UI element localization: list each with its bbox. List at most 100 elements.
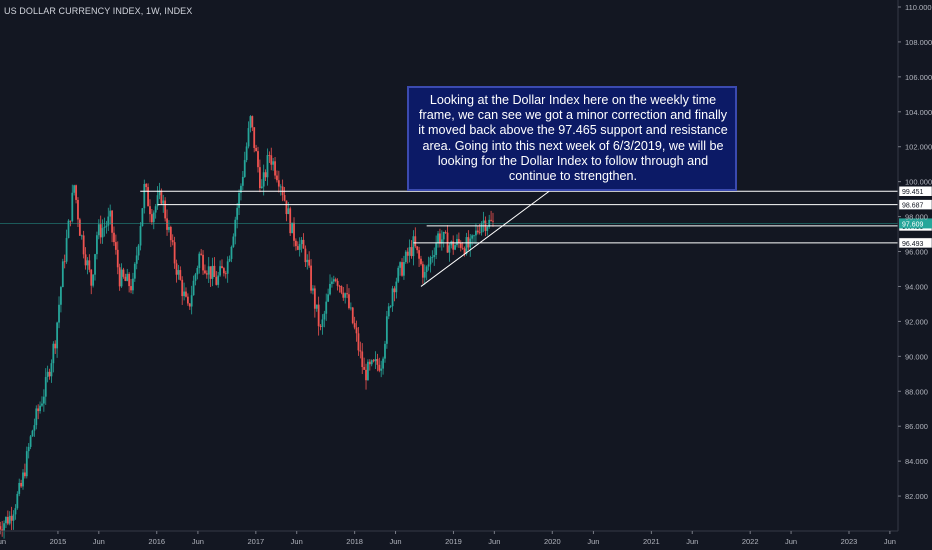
candle-body	[359, 350, 362, 352]
candle-body	[319, 326, 322, 327]
candle-body	[211, 265, 214, 279]
candle-body	[118, 267, 121, 287]
candle-body	[86, 260, 89, 266]
candle-body	[162, 200, 165, 204]
candle-body	[71, 192, 74, 222]
candle-body	[399, 262, 402, 268]
candle-body	[378, 364, 381, 371]
annotation-text-box[interactable]: Looking at the Dollar Index here on the …	[407, 86, 737, 192]
candle-body	[486, 226, 489, 231]
price-tick-label: 98.000	[905, 213, 928, 222]
candle-body	[77, 199, 79, 220]
candle-body	[433, 254, 436, 258]
candle-body	[384, 343, 386, 359]
price-axis[interactable]: 82.000 84.000 86.000 88.000 90.000 92.000 94.0…	[897, 0, 932, 531]
candle-body	[391, 288, 394, 307]
candle-body	[295, 240, 297, 247]
candle-body	[205, 273, 208, 275]
candle-body	[327, 294, 330, 302]
candle-body	[84, 254, 87, 266]
candle-body	[24, 472, 26, 477]
candle-body	[25, 451, 28, 477]
candle-body	[204, 270, 206, 274]
candle-body	[251, 116, 254, 128]
candle-body	[149, 206, 151, 215]
candle-body	[410, 247, 413, 257]
level-price-tag	[898, 199, 932, 210]
candle-body	[52, 343, 55, 364]
candle-body	[188, 303, 191, 307]
candle-body	[412, 236, 415, 257]
candle-body	[94, 254, 96, 275]
time-tick-label: Jun	[488, 537, 500, 546]
candle-body	[90, 269, 93, 286]
candle-body	[296, 246, 299, 250]
candle-body	[427, 264, 430, 267]
candle-body	[304, 248, 307, 263]
rising-trendline[interactable]	[420, 184, 558, 287]
candle-body	[217, 275, 220, 285]
candle-body	[192, 280, 195, 296]
candle-body	[111, 210, 113, 233]
candle-body	[56, 322, 59, 349]
candle-body	[63, 261, 66, 263]
candle-body	[329, 283, 331, 295]
candle-body	[302, 239, 305, 249]
candle-body	[126, 273, 129, 281]
candle-body	[101, 228, 104, 238]
candle-body	[420, 258, 422, 265]
candle-body	[382, 358, 384, 369]
candle-body	[175, 263, 178, 275]
price-tick-label: 96.000	[905, 248, 928, 257]
candle-body	[166, 218, 168, 230]
candle-body	[168, 226, 170, 230]
candle-body	[308, 259, 311, 266]
candle-body	[440, 239, 443, 244]
candle-body	[179, 270, 182, 280]
candle-body	[198, 253, 201, 269]
candle-body	[463, 248, 466, 254]
candle-body	[376, 359, 379, 365]
candle-body	[181, 279, 184, 297]
candle-body	[414, 236, 417, 247]
candle-body	[215, 276, 218, 285]
candle-body	[132, 278, 134, 291]
candle-body	[177, 270, 180, 275]
candle-body	[245, 146, 248, 161]
candle-body	[404, 251, 407, 263]
candle-body	[6, 516, 9, 524]
candle-body	[164, 200, 167, 219]
time-tick-label: 2019	[445, 537, 462, 546]
candle-body	[253, 127, 256, 148]
candle-body	[116, 249, 119, 268]
candle-body	[50, 363, 53, 377]
candle-body	[475, 230, 477, 236]
candle-body	[283, 195, 286, 201]
candle-body	[3, 523, 5, 532]
candle-body	[78, 219, 81, 236]
time-axis[interactable]: Jun 2015 Jun 2016 Jun 2017 Jun 2018 Jun 2019 Jun 20…	[0, 530, 898, 546]
candle-body	[262, 172, 265, 187]
trendline[interactable]	[420, 184, 558, 287]
candle-body	[35, 408, 38, 426]
candle-body	[173, 242, 176, 264]
candle-body	[342, 292, 345, 298]
candle-body	[393, 288, 396, 293]
time-tick-label: Jun	[785, 537, 797, 546]
candle-body	[351, 307, 354, 324]
candle-body	[234, 219, 237, 237]
candle-body	[355, 327, 358, 334]
time-tick-label: Jun	[389, 537, 401, 546]
candle-body	[408, 247, 411, 256]
candle-body	[0, 526, 2, 530]
candle-body	[160, 190, 163, 204]
candle-body	[363, 367, 366, 370]
candle-body	[145, 184, 148, 188]
candle-body	[274, 161, 276, 176]
candle-body	[452, 241, 455, 250]
price-tick-label: 110.000	[905, 3, 932, 12]
candle-body	[380, 368, 383, 371]
candle-body	[465, 237, 468, 254]
